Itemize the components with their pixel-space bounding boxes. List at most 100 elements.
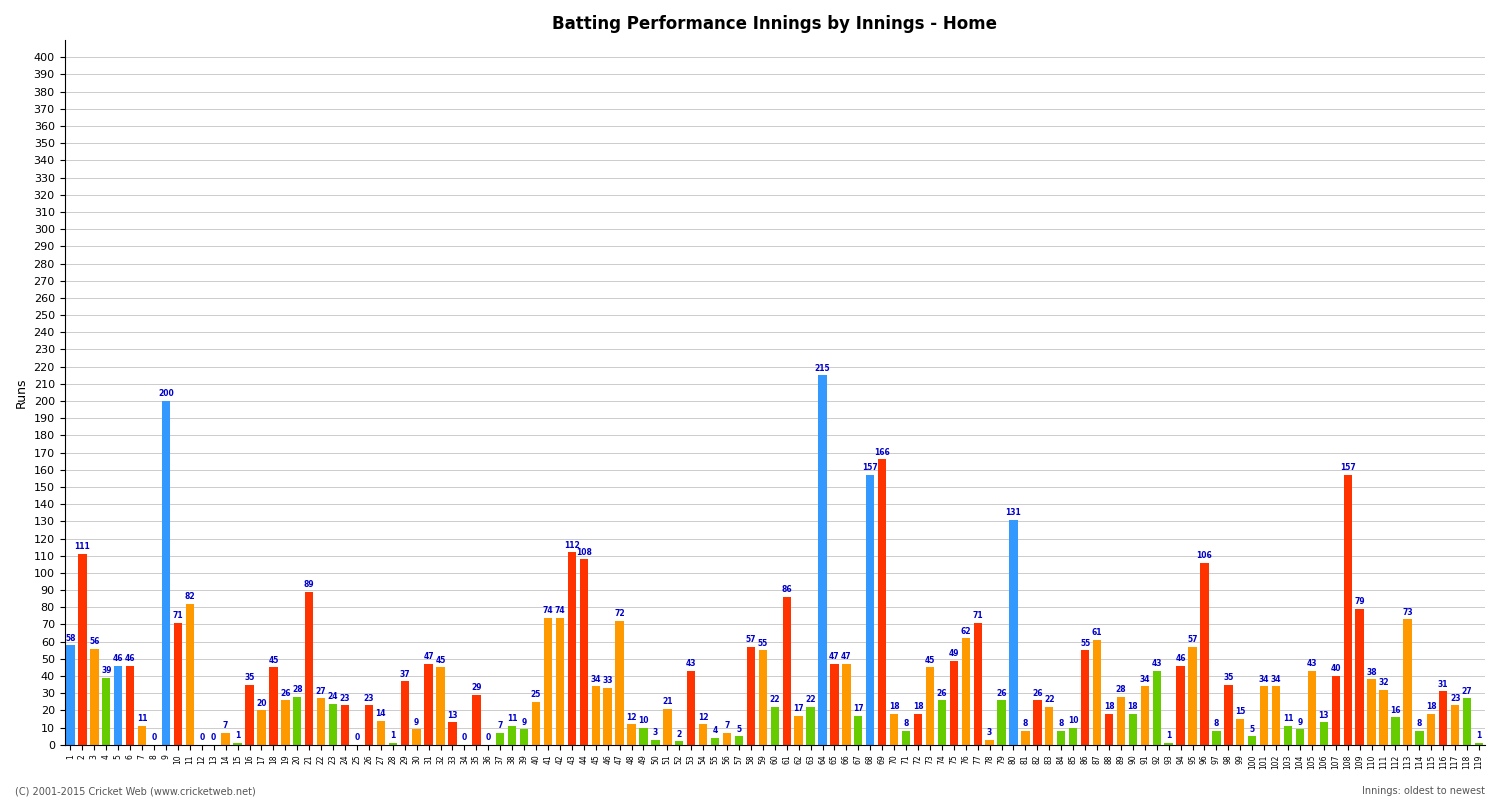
Bar bbox=[1140, 686, 1149, 745]
Bar bbox=[1106, 714, 1113, 745]
Bar bbox=[759, 650, 766, 745]
Bar bbox=[1248, 736, 1257, 745]
Text: 71: 71 bbox=[172, 611, 183, 620]
Bar bbox=[1058, 731, 1065, 745]
Bar bbox=[532, 702, 540, 745]
Bar bbox=[520, 730, 528, 745]
Text: 13: 13 bbox=[447, 711, 458, 720]
Text: 55: 55 bbox=[758, 638, 768, 648]
Bar bbox=[567, 552, 576, 745]
Text: 74: 74 bbox=[543, 606, 554, 615]
Text: 18: 18 bbox=[890, 702, 900, 711]
Text: 0: 0 bbox=[200, 733, 204, 742]
Text: 1: 1 bbox=[236, 731, 240, 741]
Text: 27: 27 bbox=[1462, 686, 1473, 696]
Text: 8: 8 bbox=[1023, 719, 1028, 729]
Text: 34: 34 bbox=[1270, 674, 1281, 684]
Bar bbox=[90, 649, 99, 745]
Bar bbox=[1344, 475, 1352, 745]
Text: 79: 79 bbox=[1354, 598, 1365, 606]
Bar bbox=[1022, 731, 1029, 745]
Text: 13: 13 bbox=[1318, 711, 1329, 720]
Bar bbox=[1380, 690, 1388, 745]
Text: 25: 25 bbox=[531, 690, 542, 699]
Text: 7: 7 bbox=[724, 721, 729, 730]
Text: 40: 40 bbox=[1330, 665, 1341, 674]
Bar bbox=[1284, 726, 1292, 745]
Bar bbox=[890, 714, 898, 745]
Bar bbox=[1368, 679, 1376, 745]
Bar bbox=[1332, 676, 1340, 745]
Text: 12: 12 bbox=[698, 713, 708, 722]
Text: 17: 17 bbox=[853, 704, 864, 713]
Bar bbox=[687, 671, 696, 745]
Bar bbox=[388, 743, 398, 745]
Bar bbox=[1414, 731, 1424, 745]
Text: 8: 8 bbox=[1214, 719, 1219, 729]
Text: 215: 215 bbox=[815, 364, 831, 373]
Bar bbox=[819, 375, 827, 745]
Bar bbox=[783, 597, 790, 745]
Bar bbox=[639, 727, 648, 745]
Text: 33: 33 bbox=[603, 677, 613, 686]
Bar bbox=[114, 666, 123, 745]
Bar bbox=[974, 622, 982, 745]
Text: 29: 29 bbox=[471, 683, 482, 692]
Text: 0: 0 bbox=[354, 733, 360, 742]
Bar bbox=[902, 731, 910, 745]
Text: 43: 43 bbox=[1306, 659, 1317, 668]
Bar bbox=[246, 685, 254, 745]
Text: 74: 74 bbox=[555, 606, 566, 615]
Bar bbox=[66, 645, 75, 745]
Text: 46: 46 bbox=[124, 654, 135, 663]
Text: 7: 7 bbox=[498, 721, 502, 730]
Bar bbox=[914, 714, 922, 745]
Text: 26: 26 bbox=[280, 689, 291, 698]
Text: 43: 43 bbox=[686, 659, 696, 668]
Bar bbox=[853, 715, 862, 745]
Text: 34: 34 bbox=[1258, 674, 1269, 684]
Text: 72: 72 bbox=[615, 610, 626, 618]
Bar bbox=[663, 709, 672, 745]
Text: 31: 31 bbox=[1438, 680, 1449, 689]
Bar bbox=[865, 475, 874, 745]
Text: 200: 200 bbox=[158, 390, 174, 398]
Text: 18: 18 bbox=[912, 702, 924, 711]
Text: 49: 49 bbox=[948, 649, 958, 658]
Text: 28: 28 bbox=[1116, 685, 1126, 694]
Text: 26: 26 bbox=[936, 689, 946, 698]
Bar bbox=[1212, 731, 1221, 745]
Text: (C) 2001-2015 Cricket Web (www.cricketweb.net): (C) 2001-2015 Cricket Web (www.cricketwe… bbox=[15, 786, 255, 796]
Bar bbox=[126, 666, 135, 745]
Text: 8: 8 bbox=[903, 719, 909, 729]
Bar bbox=[400, 681, 410, 745]
Bar bbox=[316, 698, 326, 745]
Text: 12: 12 bbox=[627, 713, 638, 722]
Text: 45: 45 bbox=[926, 656, 934, 665]
Bar bbox=[1200, 562, 1209, 745]
Bar bbox=[1082, 650, 1089, 745]
Text: 15: 15 bbox=[1234, 707, 1245, 717]
Bar bbox=[842, 664, 850, 745]
Text: 57: 57 bbox=[746, 635, 756, 644]
Text: 22: 22 bbox=[770, 695, 780, 704]
Text: 39: 39 bbox=[100, 666, 111, 675]
Bar bbox=[222, 733, 230, 745]
Text: 21: 21 bbox=[662, 697, 672, 706]
Text: 23: 23 bbox=[363, 694, 374, 702]
Bar bbox=[627, 724, 636, 745]
Bar bbox=[1046, 707, 1053, 745]
Bar bbox=[926, 667, 934, 745]
Bar bbox=[807, 707, 814, 745]
Bar bbox=[675, 742, 684, 745]
Bar bbox=[496, 733, 504, 745]
Bar bbox=[1402, 619, 1411, 745]
Title: Batting Performance Innings by Innings - Home: Batting Performance Innings by Innings -… bbox=[552, 15, 998, 33]
Bar bbox=[258, 710, 266, 745]
Bar bbox=[1034, 700, 1041, 745]
Text: 47: 47 bbox=[423, 653, 433, 662]
Text: 18: 18 bbox=[1128, 702, 1138, 711]
Bar bbox=[1308, 671, 1316, 745]
Bar bbox=[1224, 685, 1233, 745]
Text: 16: 16 bbox=[1390, 706, 1401, 714]
